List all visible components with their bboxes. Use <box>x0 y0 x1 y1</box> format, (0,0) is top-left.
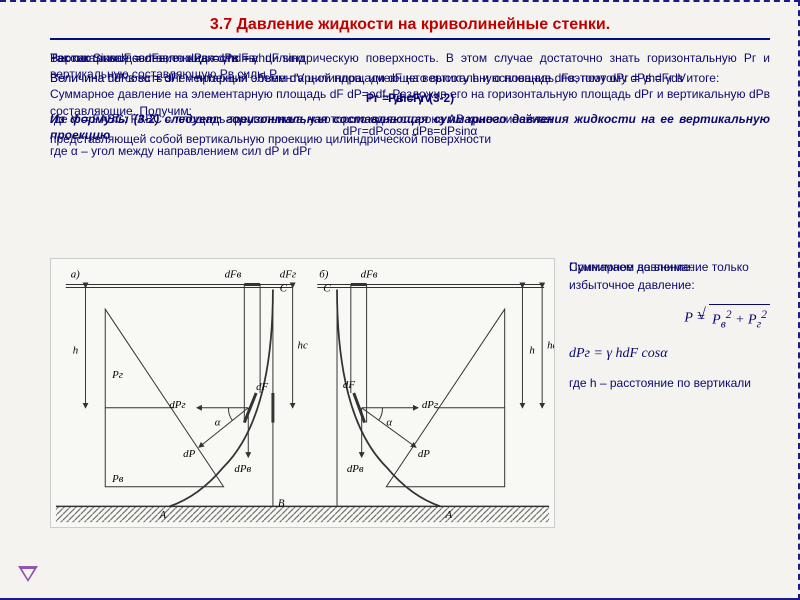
svg-text:Pв: Pв <box>111 473 124 485</box>
svg-text:hс: hс <box>298 340 308 352</box>
svg-text:dF: dF <box>256 381 268 393</box>
svg-text:dPв: dPв <box>234 463 251 475</box>
formula-pressure: P = Pв2 + Pг2 <box>569 304 770 333</box>
side-text: Суммарное давление: <box>569 258 693 276</box>
svg-text:B: B <box>278 497 285 509</box>
text-line: dPг=dPcosα dPв=dPsinα <box>50 123 770 139</box>
svg-text:hс: hс <box>547 340 554 352</box>
formula-dpg: dPг = γ hdF cosα <box>569 343 770 364</box>
nav-triangle-icon <box>18 566 38 582</box>
svg-text:dP: dP <box>418 448 430 460</box>
side-column: Суммарное давление: Принимаем во внимани… <box>569 258 770 528</box>
svg-text:dPг: dPг <box>422 399 438 411</box>
text-line: где α – угол между направлением сил dP и… <box>50 143 770 159</box>
pressure-diagram: а) C A B dF dFв <box>50 258 555 528</box>
svg-text:C: C <box>280 282 288 294</box>
svg-text:dF: dF <box>343 379 355 391</box>
svg-text:dPг: dPг <box>169 399 185 411</box>
text-line: Суммарное давление на элементарную площа… <box>50 86 770 118</box>
text-line: Рассмотрим давление жидкости на цилиндри… <box>50 50 770 82</box>
section-title: 3.7 Давление жидкости на криволинейные с… <box>50 16 770 40</box>
label-a: а) <box>71 269 80 281</box>
svg-text:α: α <box>215 417 221 429</box>
svg-text:α: α <box>386 417 392 429</box>
svg-text:h: h <box>73 345 78 357</box>
svg-text:dP: dP <box>183 448 195 460</box>
side-text: где h – расстояние по вертикали <box>569 374 770 392</box>
svg-text:dFв: dFв <box>361 269 378 281</box>
svg-text:dFв: dFв <box>225 269 242 281</box>
svg-text:Pг: Pг <box>111 369 123 381</box>
svg-text:A: A <box>158 509 166 521</box>
svg-text:A: A <box>445 509 453 521</box>
svg-text:C: C <box>323 282 331 294</box>
overlapping-text: Так как SinαdF = dFв, то dPв = γhdFв Вел… <box>50 50 770 250</box>
svg-text:dFг: dFг <box>280 269 296 281</box>
svg-text:h: h <box>529 345 534 357</box>
svg-text:dPв: dPв <box>347 463 364 475</box>
label-b: б) <box>319 269 328 281</box>
